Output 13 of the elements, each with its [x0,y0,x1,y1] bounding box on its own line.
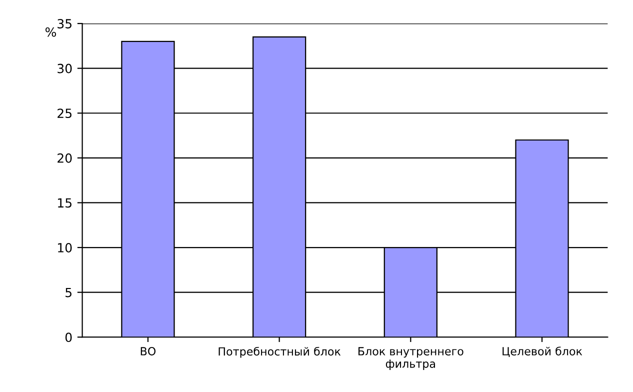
x-tick-label: Целевой блок [502,346,582,358]
x-tick-label: Потребностный блок [218,346,341,358]
y-axis-title: % [46,27,56,37]
y-tick-label: 25 [58,108,72,118]
y-tick-label: 30 [58,64,72,74]
y-tick-label: 0 [65,332,72,342]
x-tick-label: ВО [140,347,156,356]
x-tick-label: Блок внутреннего фильтра [358,347,464,370]
y-tick-label: 15 [58,198,72,208]
y-tick-label: 5 [66,288,72,298]
y-tick-label: 20 [58,153,72,163]
y-tick-label: 35 [58,18,72,28]
y-tick-label: 10 [58,242,72,252]
